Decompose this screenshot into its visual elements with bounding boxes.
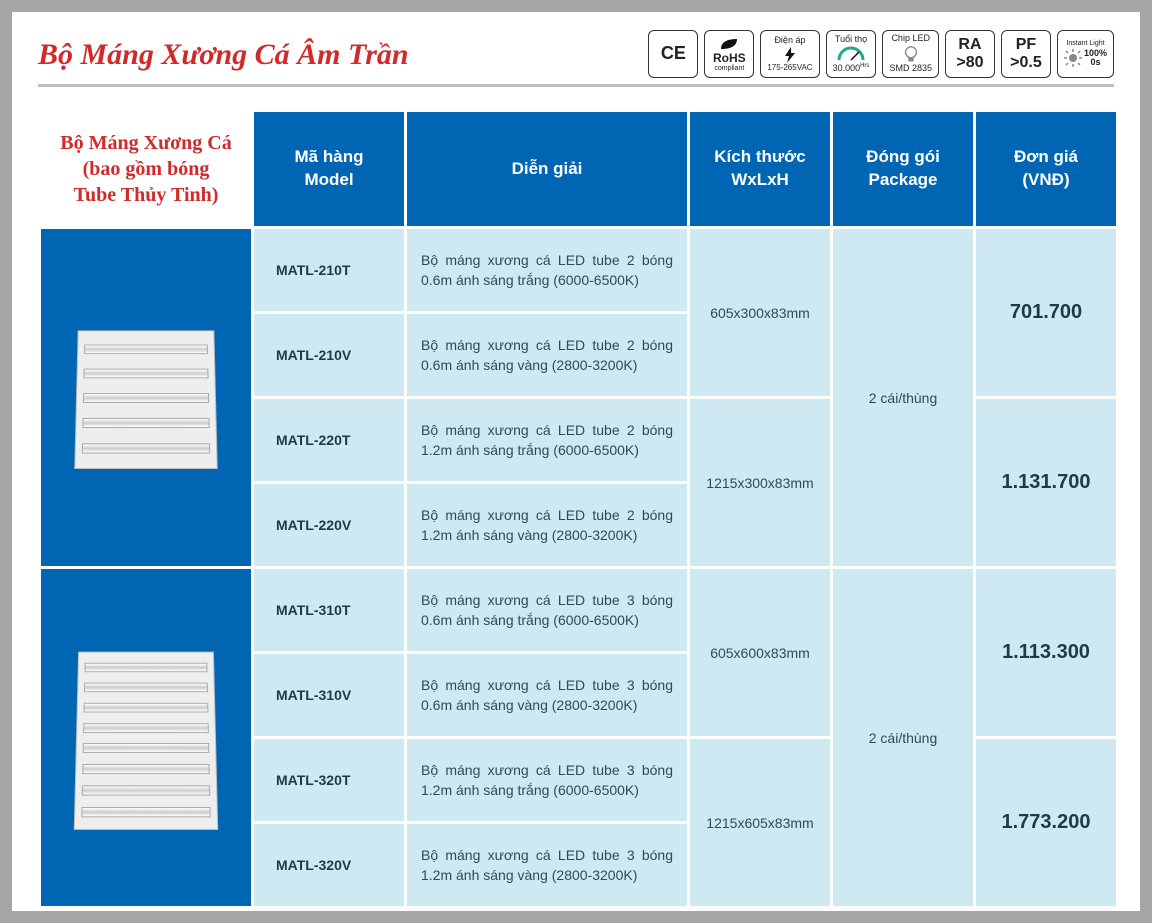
price-cell: 701.700: [976, 229, 1116, 396]
louver-line: [81, 806, 210, 816]
life-value: 30.000Hrs: [833, 63, 870, 74]
model-cell: MATL-320T: [254, 739, 404, 821]
table-row: MATL-210TBộ máng xương cá LED tube 2 bón…: [41, 229, 1116, 311]
page-title: Bộ Máng Xương Cá Âm Trần: [38, 38, 409, 78]
spec-table: Bộ Máng Xương Cá (bao gồm bóng Tube Thủy…: [38, 109, 1119, 909]
sun-icon: [1064, 49, 1082, 67]
ce-text: CE: [661, 44, 686, 64]
dim-cell: 605x600x83mm: [690, 569, 830, 736]
model-cell: MATL-220V: [254, 484, 404, 566]
louver-line: [83, 743, 210, 753]
louver-line: [82, 443, 210, 453]
model-cell: MATL-320V: [254, 824, 404, 906]
side-title-3: Tube Thủy Tinh): [49, 182, 243, 208]
pkg-cell: 2 cái/thùng: [833, 569, 973, 906]
voltage-label: Điện áp: [774, 36, 805, 46]
ra-label: RA: [958, 36, 981, 54]
product-image: [74, 651, 219, 829]
chip-label: Chip LED: [891, 34, 930, 44]
model-cell: MATL-310T: [254, 569, 404, 651]
col-model: Mã hàngModel: [254, 112, 404, 226]
desc-cell: Bộ máng xương cá LED tube 3 bóng 1.2m án…: [407, 739, 687, 821]
badge-life: Tuổi thọ 30.000Hrs: [826, 30, 877, 78]
badge-instant: Instant Light 100% 0s: [1057, 30, 1114, 78]
desc-cell: Bộ máng xương cá LED tube 3 bóng 0.6m án…: [407, 569, 687, 651]
desc-cell: Bộ máng xương cá LED tube 2 bóng 0.6m án…: [407, 229, 687, 311]
bolt-icon: [783, 47, 797, 63]
desc-cell: Bộ máng xương cá LED tube 2 bóng 0.6m án…: [407, 314, 687, 396]
badge-rohs: RoHS compliant: [704, 30, 754, 78]
price-cell: 1.773.200: [976, 739, 1116, 906]
louver-line: [82, 785, 211, 795]
page: Bộ Máng Xương Cá Âm Trần CE RoHS complia…: [12, 12, 1140, 911]
price-cell: 1.113.300: [976, 569, 1116, 736]
model-cell: MATL-210V: [254, 314, 404, 396]
col-price: Đơn giá(VNĐ): [976, 112, 1116, 226]
table-header-row: Bộ Máng Xương Cá (bao gồm bóng Tube Thủy…: [41, 112, 1116, 226]
side-title-cell: Bộ Máng Xương Cá (bao gồm bóng Tube Thủy…: [41, 112, 251, 226]
pkg-cell: 2 cái/thùng: [833, 229, 973, 566]
badge-voltage: Điện áp 175-265VAC: [760, 30, 819, 78]
louver-line: [82, 418, 209, 428]
dim-cell: 1215x605x83mm: [690, 739, 830, 906]
side-title-1: Bộ Máng Xương Cá: [49, 130, 243, 156]
price-cell: 1.131.700: [976, 399, 1116, 566]
col-desc: Diễn giải: [407, 112, 687, 226]
louver-line: [82, 764, 210, 774]
ra-value: >80: [956, 54, 983, 72]
model-cell: MATL-310V: [254, 654, 404, 736]
pf-label: PF: [1016, 36, 1036, 54]
instant-label: Instant Light: [1066, 40, 1104, 48]
rohs-sub: compliant: [714, 65, 744, 73]
badge-ce: CE: [648, 30, 698, 78]
life-label: Tuổi thọ: [835, 35, 867, 45]
louver-line: [83, 368, 208, 378]
desc-cell: Bộ máng xương cá LED tube 2 bóng 1.2m án…: [407, 399, 687, 481]
rohs-text: RoHS: [713, 52, 746, 65]
gauge-icon: [837, 46, 865, 62]
louver-line: [84, 702, 209, 712]
chip-value: SMD 2835: [889, 64, 932, 74]
pf-value: >0.5: [1010, 54, 1042, 72]
louver-line: [84, 663, 207, 672]
model-cell: MATL-220T: [254, 399, 404, 481]
product-image: [74, 330, 217, 469]
col-pkg: Đóng góiPackage: [833, 112, 973, 226]
desc-cell: Bộ máng xương cá LED tube 3 bóng 0.6m án…: [407, 654, 687, 736]
louver-line: [84, 344, 208, 354]
desc-cell: Bộ máng xương cá LED tube 2 bóng 1.2m án…: [407, 484, 687, 566]
dim-cell: 1215x300x83mm: [690, 399, 830, 566]
badge-ra: RA >80: [945, 30, 995, 78]
col-dim: Kích thướcWxLxH: [690, 112, 830, 226]
badge-chip: Chip LED SMD 2835: [882, 30, 939, 78]
louver-line: [83, 393, 209, 403]
table-row: MATL-310TBộ máng xương cá LED tube 3 bón…: [41, 569, 1116, 651]
badge-pf: PF >0.5: [1001, 30, 1051, 78]
spec-badges: CE RoHS compliant Điện áp 175-265VAC Tuổ…: [648, 30, 1114, 78]
product-image-cell: [41, 229, 251, 566]
louver-line: [83, 722, 209, 732]
leaf-icon: [719, 37, 739, 51]
product-image-cell: [41, 569, 251, 906]
header-row: Bộ Máng Xương Cá Âm Trần CE RoHS complia…: [38, 30, 1114, 78]
desc-cell: Bộ máng xương cá LED tube 3 bóng 1.2m án…: [407, 824, 687, 906]
instant-time: 0s: [1084, 58, 1107, 67]
dim-cell: 605x300x83mm: [690, 229, 830, 396]
louver-line: [84, 682, 208, 692]
bulb-icon: [902, 45, 920, 63]
model-cell: MATL-210T: [254, 229, 404, 311]
voltage-value: 175-265VAC: [767, 64, 812, 73]
divider: [38, 84, 1114, 87]
side-title-2: (bao gồm bóng: [49, 156, 243, 182]
